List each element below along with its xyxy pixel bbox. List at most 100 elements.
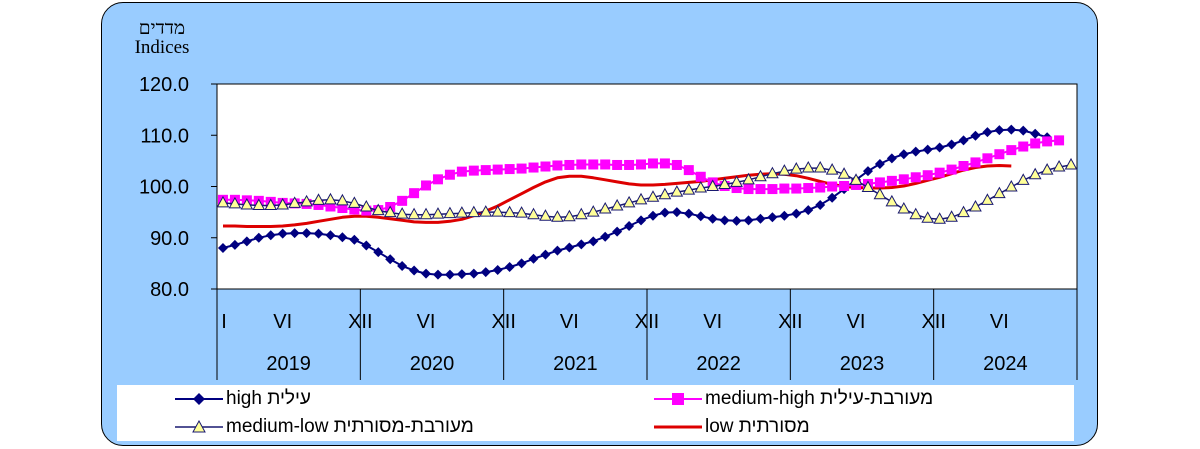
data-point [803,205,814,216]
data-point [898,149,909,160]
data-point [622,195,636,208]
data-point [253,232,264,243]
data-point [228,196,242,209]
data-point [658,187,672,200]
data-point [683,208,694,219]
data-point [670,185,684,197]
data-point [742,172,755,185]
data-point [885,194,899,207]
data-point [909,207,923,220]
data-point [586,205,600,217]
data-point [540,161,551,172]
legend-label-medium-high: medium-high מעורבת-עילית [705,388,934,409]
data-point [922,170,933,181]
data-point [480,267,491,278]
data-point [934,142,945,153]
data-point [610,198,624,211]
data-point [576,159,587,170]
data-point [444,169,455,180]
data-point [431,207,445,219]
data-point [397,195,408,206]
data-point [815,199,826,210]
data-point [528,162,539,173]
y-tick-label: 80.0 [150,279,189,301]
data-point [480,165,491,176]
data-point [349,204,360,215]
data-point [683,165,694,176]
legend-item-medium-low: medium-low מעורבת-מסורתית [175,416,474,438]
data-point [827,181,838,192]
data-point [348,196,361,208]
data-point [837,167,851,179]
data-point [564,242,575,253]
series-medium-low [216,157,1078,224]
data-point [504,164,515,175]
data-point [647,158,658,169]
data-point [491,205,505,217]
y-tick-label: 110.0 [140,125,189,147]
data-point [743,215,754,226]
data-point [779,183,790,194]
legend-item-low: low מסורתית [654,416,810,438]
data-point [336,193,349,206]
data-point [922,144,933,155]
data-point [718,177,731,189]
data-point [600,159,611,170]
data-point [359,199,373,212]
legend-swatch-low [654,425,702,429]
data-point [861,180,875,193]
data-point [276,197,290,210]
data-point [300,194,313,207]
data-point [755,184,766,195]
data-point [778,164,791,176]
data-point [945,210,958,222]
data-point [694,180,708,193]
data-point [695,171,706,182]
legend-label-high: high עילית [226,388,311,409]
data-point [432,174,443,185]
data-point [407,207,421,220]
data-point [492,164,503,175]
data-point [479,205,493,217]
data-point [731,183,742,194]
data-point [241,236,252,247]
data-point [659,207,670,218]
data-point [552,160,563,171]
data-point [1052,159,1066,172]
data-point [468,165,479,176]
data-point [301,228,312,239]
data-point [957,205,970,218]
data-point [624,159,635,170]
x-tick-label: VI [417,311,436,333]
data-point [695,211,706,222]
data-point [1028,167,1042,180]
x-tick-label: XII [921,311,945,333]
data-point [779,210,790,221]
y-tick-label: 90.0 [150,228,189,250]
data-point [839,180,850,191]
data-point [373,247,384,258]
data-point [1018,125,1029,136]
data-point [612,226,623,237]
data-point [432,269,443,280]
x-year-label: 2022 [696,353,741,375]
data-point [659,158,670,169]
data-point [397,260,408,271]
y-axis: 80.0 90.0 100.0 110.0 120.0 [139,74,217,301]
x-tick-label: XII [778,311,802,333]
data-point [1018,141,1029,152]
x-year-label: 2020 [410,353,455,375]
data-point [516,258,527,269]
data-point [634,192,648,205]
data-point [1040,163,1054,175]
data-point [551,210,564,222]
data-point [312,193,325,205]
data-point [563,209,576,222]
data-point [970,157,981,168]
data-point [1042,136,1053,147]
data-point [383,205,397,218]
x-year-label: 2021 [553,353,598,375]
legend-swatch-high [175,393,223,405]
x-tick-label: I [221,311,227,333]
